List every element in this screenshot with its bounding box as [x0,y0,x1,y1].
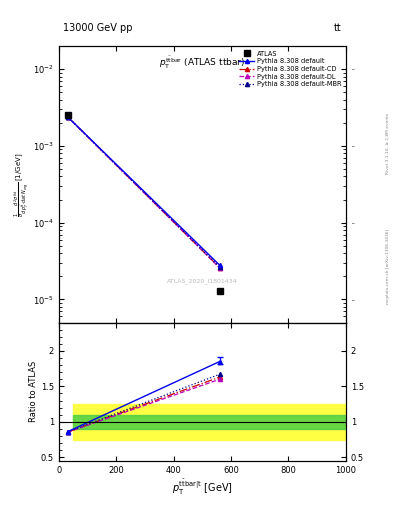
Legend: ATLAS, Pythia 8.308 default, Pythia 8.308 default-CD, Pythia 8.308 default-DL, P: ATLAS, Pythia 8.308 default, Pythia 8.30… [238,50,343,89]
Y-axis label: Ratio to ATLAS: Ratio to ATLAS [29,361,38,422]
Text: ATLAS_2020_I1801434: ATLAS_2020_I1801434 [167,278,238,284]
X-axis label: $p^{\rm t\bar{t}bar|t}_{\rm T}$ [GeV]: $p^{\rm t\bar{t}bar|t}_{\rm T}$ [GeV] [172,477,233,497]
Text: Rivet 3.1.10, ≥ 2.8M events: Rivet 3.1.10, ≥ 2.8M events [386,113,390,174]
Text: $p_{\rm T}^{\rm t\bar{t}bar}$ (ATLAS ttbar): $p_{\rm T}^{\rm t\bar{t}bar}$ (ATLAS ttb… [159,54,246,71]
Text: tt: tt [334,23,342,33]
Bar [73,404,346,439]
Text: mcplots.cern.ch [arXiv:1306.3436]: mcplots.cern.ch [arXiv:1306.3436] [386,229,390,304]
Text: 13000 GeV pp: 13000 GeV pp [63,23,132,33]
Y-axis label: $\frac{1}{\sigma}\frac{d^{2}\sigma^{fid}}{dp^{t\bar{t}}_{T}{\cdot}dat\,N_{org}}$: $\frac{1}{\sigma}\frac{d^{2}\sigma^{fid}… [12,152,31,217]
Bar [73,415,346,429]
